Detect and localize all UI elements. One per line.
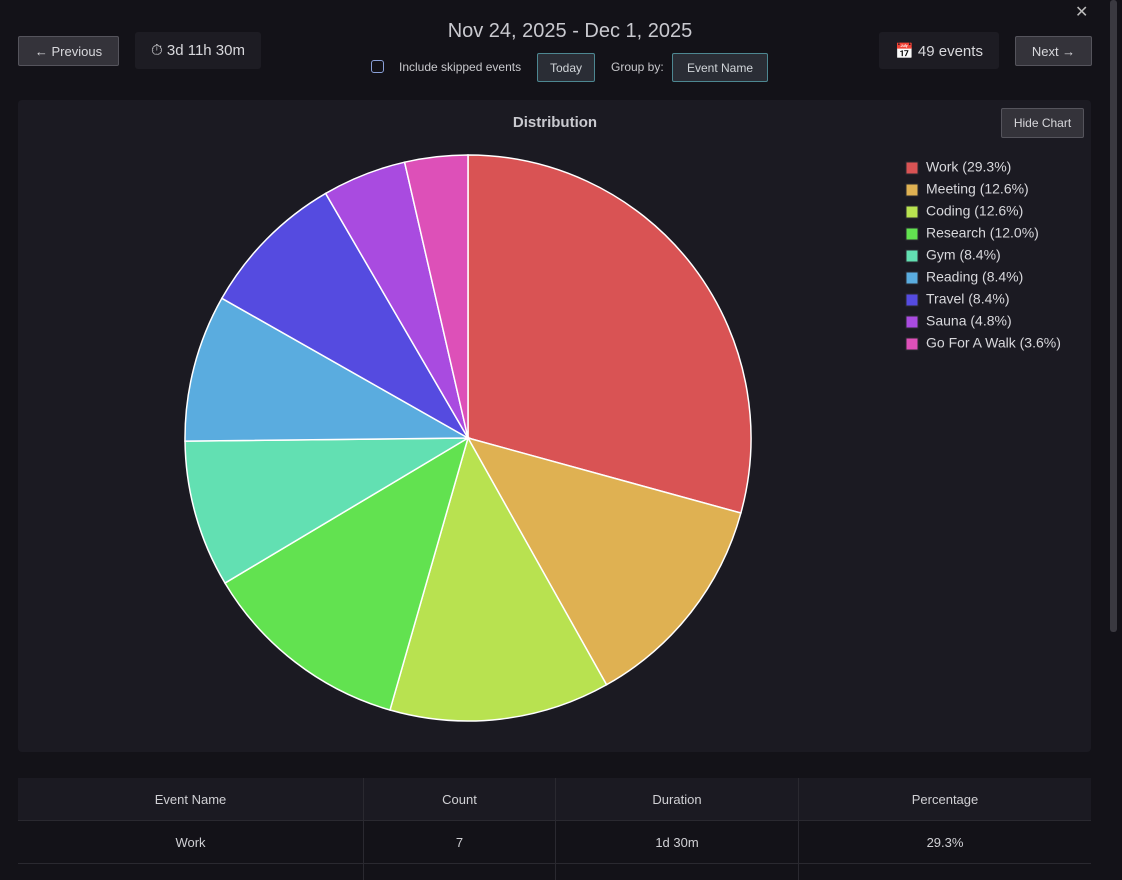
legend-swatch — [905, 205, 919, 219]
pie-slice — [184, 297, 471, 442]
table-row: Meeting510h 30m12.6% — [18, 864, 1091, 880]
group-by-label: Group by: — [611, 60, 664, 74]
table-header: Event Name Count Duration Percentage — [18, 778, 1091, 821]
legend-swatch — [905, 183, 919, 197]
table-cell: 7 — [364, 821, 556, 863]
previous-button[interactable]: ← Previous — [18, 36, 119, 66]
legend-label: Work (29.3%) — [926, 159, 1011, 175]
legend-swatch — [905, 249, 919, 263]
close-button[interactable]: ✕ — [1075, 4, 1089, 21]
chart-title: Distribution — [513, 114, 597, 131]
pie-slice — [467, 154, 752, 514]
legend-label: Go For A Walk (3.6%) — [926, 335, 1061, 351]
legend-label: Coding (12.6%) — [926, 203, 1023, 219]
hide-chart-button[interactable]: Hide Chart — [1001, 108, 1084, 138]
legend-swatch — [905, 161, 919, 175]
column-header: Percentage — [911, 791, 979, 807]
legend-label: Travel (8.4%) — [926, 291, 1010, 307]
pie-slice — [220, 192, 471, 441]
total-duration: ⏱ 3d 11h 30m — [135, 32, 261, 69]
include-skipped-label: Include skipped events — [399, 60, 522, 74]
pie-slice — [403, 154, 469, 439]
pie-slice — [466, 436, 742, 686]
legend-swatch — [905, 315, 919, 329]
table-cell: Meeting — [18, 864, 364, 880]
pie-slice — [184, 437, 471, 585]
date-range-title: Nov 24, 2025 - Dec 1, 2025 — [447, 20, 693, 42]
table-cell: 10h 30m — [556, 864, 799, 880]
legend-label: Sauna (4.8%) — [926, 313, 1012, 329]
legend-label: Reading (8.4%) — [926, 269, 1023, 285]
next-button[interactable]: Next → — [1015, 36, 1092, 66]
pie-slice — [389, 436, 608, 722]
legend-label: Meeting (12.6%) — [926, 181, 1029, 197]
legend-swatch — [905, 293, 919, 307]
scrollbar — [1110, 0, 1117, 632]
table-cell: Work — [18, 821, 364, 863]
column-header: Count — [364, 778, 556, 820]
legend-label: Gym (8.4%) — [926, 247, 1001, 263]
table-row: Work 7 1d 30m 29.3% — [18, 821, 1091, 864]
table-cell: 12.6% — [799, 864, 1091, 880]
pie-chart: Distribution Work (29.3%) Meeting (12.6%)… — [184, 114, 1061, 722]
group-by-select[interactable]: Event Name — [672, 53, 768, 82]
column-header: Duration — [556, 778, 799, 820]
table-cell: 1d 30m — [556, 821, 799, 863]
event-count: 📅 49 events — [879, 32, 999, 69]
pie-slice — [223, 436, 470, 711]
chart-card: Hide Chart Distribution Work (29.3%) Meet… — [18, 100, 1091, 752]
legend-swatch — [905, 337, 919, 351]
legend-swatch — [905, 227, 919, 241]
summary-table: Event Name Count Duration Percentage Work 7 1d… — [18, 778, 1091, 880]
skipped-checkbox[interactable] — [371, 60, 384, 73]
legend-swatch — [905, 271, 919, 285]
column-header: Event Name — [18, 778, 364, 820]
table-cell: 5 — [364, 864, 556, 880]
today-button[interactable]: Today — [537, 53, 595, 82]
table-cell: 29.3% — [926, 834, 964, 850]
legend-label: Research (12.0%) — [926, 225, 1039, 241]
